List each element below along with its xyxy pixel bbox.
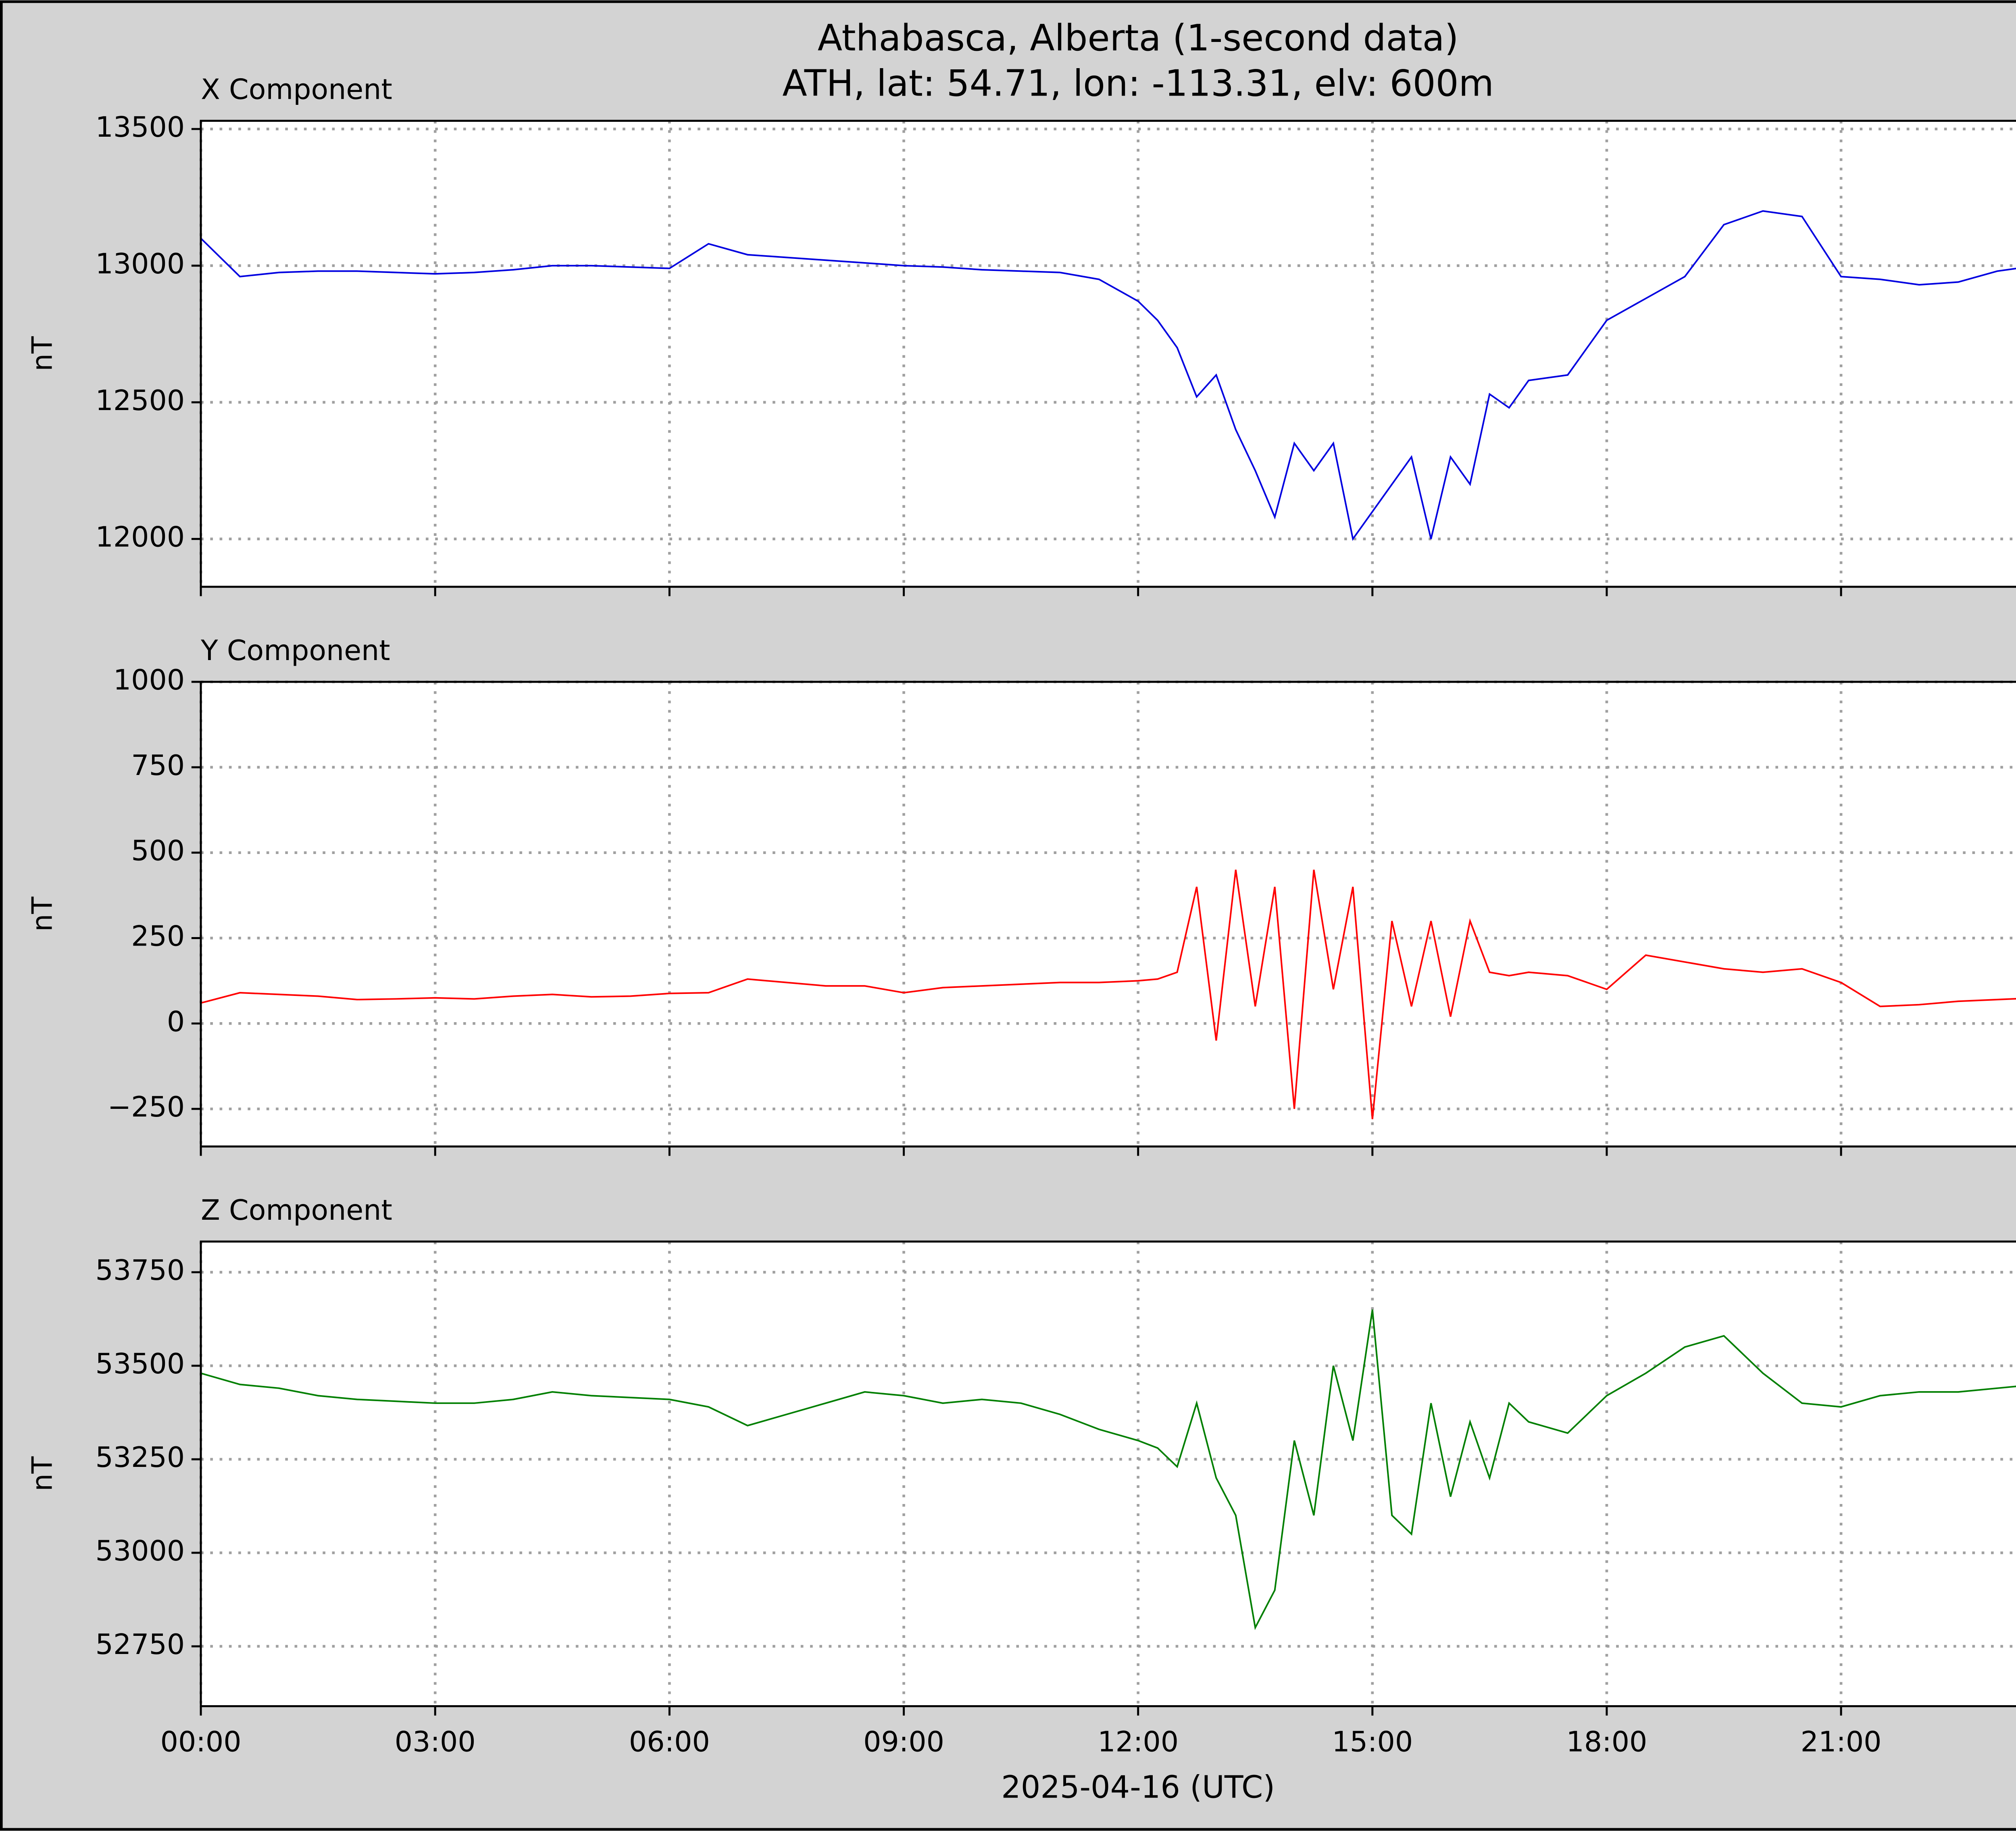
- x-tick-label: 15:00: [1332, 1725, 1413, 1758]
- plot-frame: [200, 681, 2016, 1148]
- y-tick-label: 53750: [95, 1254, 185, 1287]
- x-axis-label: 2025-04-16 (UTC): [1001, 1769, 1275, 1805]
- y-tick-label: 13000: [95, 248, 185, 280]
- y-axis-label: nT: [26, 1456, 59, 1491]
- plot-area: [201, 121, 2016, 587]
- x-tick-label: 18:00: [1566, 1725, 1647, 1758]
- plot-frame: [200, 120, 2016, 588]
- y-tick-label: 53250: [95, 1441, 185, 1474]
- x-tick-label: 06:00: [629, 1725, 710, 1758]
- y-tick-label: 12000: [95, 521, 185, 554]
- y-tick-label: 1000: [113, 664, 185, 696]
- x-tick-label: 21:00: [1801, 1725, 1882, 1758]
- x-tick-label: 03:00: [395, 1725, 476, 1758]
- x-tick-label: 12:00: [1098, 1725, 1179, 1758]
- subplot-title: X Component: [201, 73, 392, 106]
- x-tick-label: 00:00: [160, 1725, 242, 1758]
- y-tick-label: 12500: [95, 384, 185, 417]
- y-tick-label: −250: [108, 1091, 185, 1123]
- subplot-title: Z Component: [201, 1194, 392, 1227]
- y-tick-label: 53000: [95, 1535, 185, 1567]
- plot-area: [201, 682, 2016, 1147]
- x-tick-label: 09:00: [863, 1725, 944, 1758]
- y-tick-label: 250: [131, 920, 185, 953]
- y-tick-label: 13500: [95, 111, 185, 144]
- plot-frame: [200, 1240, 2016, 1707]
- y-tick-label: 500: [131, 835, 185, 867]
- chart-title: Athabasca, Alberta (1-second data): [818, 17, 1459, 59]
- y-tick-label: 52750: [95, 1628, 185, 1661]
- data-line: [200, 1309, 2016, 1630]
- data-line: [200, 869, 2016, 1119]
- y-axis-label: nT: [26, 896, 59, 931]
- y-axis-label: nT: [26, 336, 59, 371]
- plot-area: [201, 1241, 2016, 1706]
- chart-subtitle: ATH, lat: 54.71, lon: -113.31, elv: 600m: [782, 63, 1494, 105]
- y-tick-label: 53500: [95, 1348, 185, 1380]
- subplot-title: Y Component: [200, 634, 390, 667]
- y-tick-label: 0: [167, 1005, 185, 1038]
- data-line: [200, 210, 2016, 541]
- y-tick-label: 750: [131, 749, 185, 782]
